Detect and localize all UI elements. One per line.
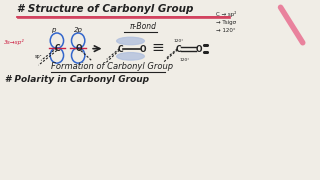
Text: 3s→sp²: 3s→sp² xyxy=(4,39,25,45)
Text: O: O xyxy=(76,44,83,53)
Text: 120°: 120° xyxy=(174,39,184,43)
Text: ≡: ≡ xyxy=(151,40,164,55)
Text: O: O xyxy=(196,45,202,54)
Ellipse shape xyxy=(116,37,144,45)
Text: → 120°: → 120° xyxy=(216,28,236,33)
Text: π-Bond: π-Bond xyxy=(130,22,157,32)
Text: p: p xyxy=(52,27,56,33)
Text: → Tsigσ: → Tsigσ xyxy=(216,20,236,25)
Text: 120°: 120° xyxy=(179,58,189,62)
Text: # Structure of Carbonyl Group: # Structure of Carbonyl Group xyxy=(17,4,194,14)
Text: C: C xyxy=(175,45,181,54)
Text: C: C xyxy=(117,45,123,54)
Text: C → sp²: C → sp² xyxy=(216,11,237,17)
Text: sp²: sp² xyxy=(35,53,42,59)
Text: C: C xyxy=(55,44,60,53)
Ellipse shape xyxy=(116,53,144,60)
Text: O: O xyxy=(140,45,146,54)
Text: # Polarity in Carbonyl Group: # Polarity in Carbonyl Group xyxy=(5,75,149,84)
Text: Formation of Carbonyl Group: Formation of Carbonyl Group xyxy=(51,62,173,71)
Text: 2p: 2p xyxy=(74,27,83,33)
